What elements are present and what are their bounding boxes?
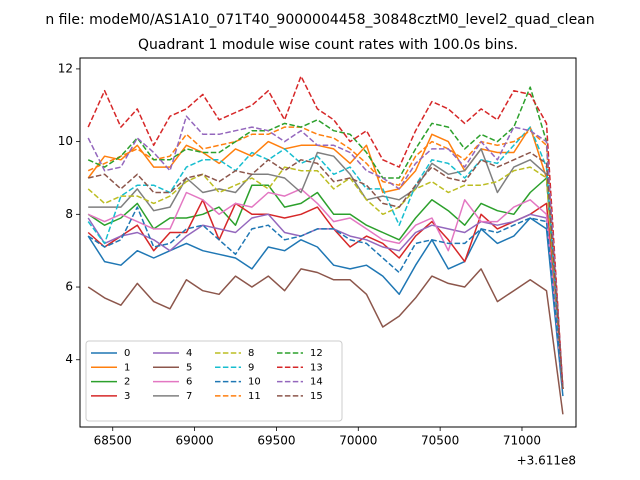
- series-line-15: [88, 151, 564, 389]
- legend-label-4: 4: [186, 348, 192, 359]
- legend-label-13: 13: [310, 362, 323, 373]
- series-line-14: [87, 115, 564, 389]
- y-tick-label: 4: [65, 352, 73, 366]
- legend-label-6: 6: [186, 377, 192, 388]
- chart-title: Quadrant 1 module wise count rates with …: [138, 37, 518, 53]
- series-line-7: [88, 148, 564, 389]
- figure-suptitle: n file: modeM0/AS1A10_071T40_9000004458_…: [45, 12, 594, 28]
- y-tick-label: 10: [58, 134, 73, 148]
- legend-frame: [85, 340, 343, 422]
- x-tick-label: 70500: [421, 434, 459, 448]
- y-tick-label: 6: [65, 280, 73, 294]
- legend-label-5: 5: [186, 362, 192, 373]
- series-line-6: [87, 188, 564, 389]
- series-line-2: [87, 177, 564, 389]
- legend-label-1: 1: [124, 362, 130, 373]
- legend-label-10: 10: [248, 377, 261, 388]
- legend-label-12: 12: [310, 348, 323, 359]
- axes-frame: [79, 57, 577, 428]
- legend-label-3: 3: [124, 391, 130, 402]
- series-line-3: [87, 199, 564, 389]
- legend-label-11: 11: [248, 391, 261, 402]
- x-tick-label: 70000: [339, 434, 377, 448]
- legend-label-15: 15: [310, 391, 323, 402]
- legend-label-0: 0: [124, 348, 130, 359]
- y-tick-label: 8: [65, 207, 73, 221]
- legend-label-8: 8: [248, 348, 254, 359]
- series-line-5: [87, 268, 564, 415]
- series-line-11: [87, 126, 564, 389]
- series-line-0: [87, 217, 564, 397]
- x-tick-label: 68500: [94, 434, 132, 448]
- legend-label-9: 9: [248, 362, 254, 373]
- plot-area: [87, 75, 564, 415]
- x-tick-label: 69500: [257, 434, 295, 448]
- series-line-13: [87, 75, 564, 389]
- series-line-9: [87, 126, 564, 389]
- legend-label-14: 14: [310, 377, 323, 388]
- x-tick-label: 71000: [503, 434, 541, 448]
- series-line-12: [87, 86, 564, 389]
- x-tick-label: 69000: [175, 434, 213, 448]
- y-tick-label: 12: [58, 61, 73, 75]
- legend-label-2: 2: [124, 377, 130, 388]
- legend-label-7: 7: [186, 391, 192, 402]
- series-line-8: [87, 166, 564, 389]
- x-offset-text: +3.611e8: [517, 454, 576, 468]
- series-line-10: [87, 206, 564, 389]
